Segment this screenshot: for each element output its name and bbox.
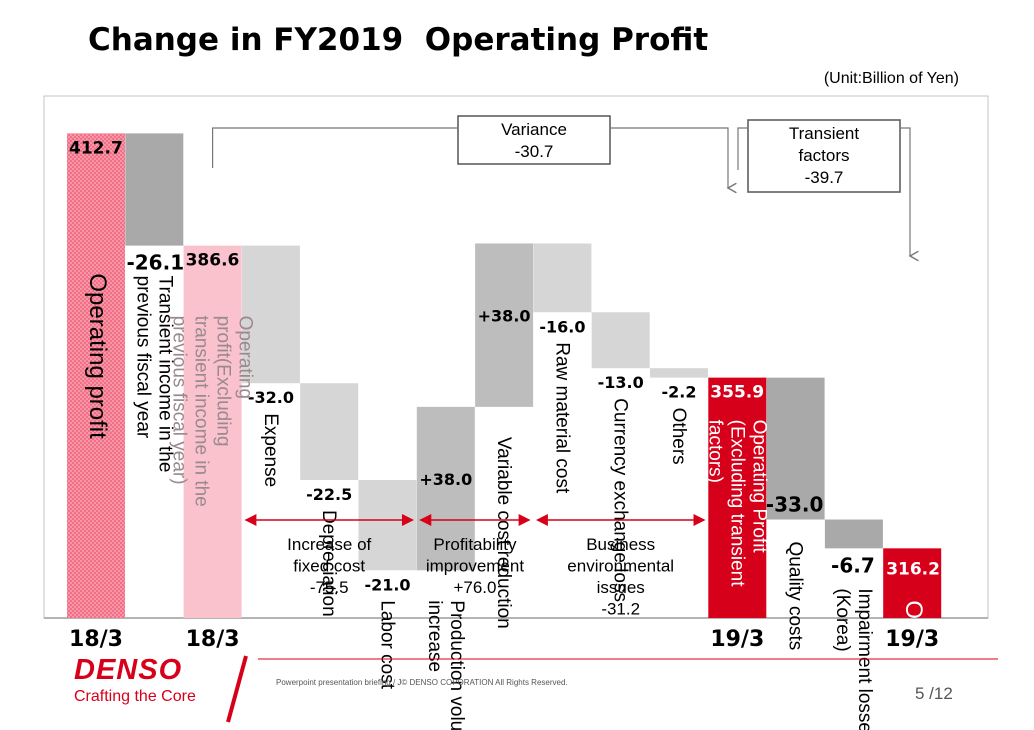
callout-text: Transient [789, 124, 860, 143]
category-label: Expense [260, 413, 281, 487]
label-line: Operating [235, 316, 256, 399]
value-label: -21.0 [364, 575, 410, 594]
label-line: previous fiscal year [132, 276, 153, 439]
logo-tagline: Crafting the Core [74, 688, 196, 705]
callout-bracket [212, 127, 728, 188]
label-line: Raw material cost [551, 342, 572, 494]
label-line: Labor cost [377, 600, 398, 689]
label-line: profit(Excluding [213, 316, 234, 447]
period-label: 19/3 [710, 627, 764, 652]
label-line: (Excluding transient [726, 420, 747, 588]
footer-note: Powerpoint presentation briefing / J© DE… [276, 678, 568, 687]
category-label: Operating profit [84, 273, 111, 439]
bar [591, 312, 650, 369]
label-line: Operating profit [84, 273, 111, 439]
denso-logo: DENSO [74, 654, 183, 686]
group-label: fixed cost [293, 557, 365, 576]
label-line: Operating Profit [748, 420, 769, 554]
label-line: Others [668, 408, 689, 465]
callout-text: -39.7 [805, 168, 844, 187]
value-label: +38.0 [478, 306, 531, 325]
group-label: environmental [567, 557, 674, 576]
label-line: Transient income in the [154, 276, 175, 473]
period-label: 19/3 [885, 627, 939, 652]
value-label: 386.6 [186, 251, 240, 271]
value-label: +38.0 [419, 470, 472, 489]
bar [241, 245, 300, 384]
group-label: +76.0 [453, 578, 496, 597]
bar [708, 377, 767, 618]
group-label: Increase of [287, 535, 371, 554]
bar [125, 133, 184, 246]
category-label: Currency exchange loss [610, 398, 631, 602]
bar [475, 243, 534, 407]
category-label: Quality costs [785, 542, 806, 651]
bar [766, 377, 825, 520]
value-label: -26.1 [126, 251, 184, 275]
bar [533, 243, 592, 313]
period-label: 18/3 [69, 627, 123, 652]
category-label: Operating Profit(Excluding transientfact… [704, 420, 769, 588]
label-line: Quality costs [785, 542, 806, 651]
category-label: Transient income in theprevious fiscal y… [132, 276, 175, 473]
callout-bracket [737, 127, 910, 256]
callout-box [747, 119, 901, 193]
label-line: Variable cost reduction [493, 437, 514, 629]
group-label: -31.2 [601, 600, 640, 619]
group-label: Profitability [433, 535, 517, 554]
bar [67, 133, 125, 618]
bar [883, 548, 942, 618]
category-label: Operatingprofit(Excludingtransient incom… [169, 316, 256, 507]
label-line: (Korea) [832, 588, 853, 651]
group-label: -75.5 [310, 578, 349, 597]
bar [416, 406, 475, 571]
value-label: -22.5 [306, 485, 352, 504]
category-label: Variable cost reduction [493, 437, 514, 629]
value-label: -2.2 [662, 383, 697, 402]
group-label: Business [586, 535, 655, 554]
value-label: -6.7 [831, 553, 875, 577]
value-label: -16.0 [539, 317, 585, 336]
logo-slash [226, 655, 248, 723]
label-line: increase [424, 600, 445, 672]
bar [358, 479, 417, 571]
callout-box [457, 115, 611, 165]
label-line: Currency exchange loss [610, 398, 631, 602]
label-line: transient income in the [191, 316, 212, 507]
value-label: -13.0 [598, 373, 644, 392]
bar [300, 383, 359, 480]
category-label: Operating profit [900, 600, 927, 730]
value-label: 316.2 [886, 559, 940, 579]
callout-text: Variance [501, 120, 567, 139]
bar [650, 368, 708, 378]
label-line: Operating profit [900, 600, 927, 730]
period-label: 18/3 [186, 627, 240, 652]
value-label: 355.9 [710, 383, 764, 403]
category-label: Labor cost [377, 600, 398, 689]
label-line: Expense [260, 413, 281, 487]
category-label: Depreciation [318, 510, 339, 617]
label-line: previous fiscal year) [169, 316, 190, 485]
value-label: 412.7 [69, 138, 123, 158]
category-label: Raw material cost [551, 342, 572, 494]
bar [183, 245, 242, 618]
group-label: improvement [426, 557, 525, 576]
value-label: -33.0 [766, 493, 824, 517]
value-label: -32.0 [248, 388, 294, 407]
category-label: Production volumeincrease [424, 600, 467, 730]
page-number: 5 /12 [915, 684, 953, 703]
label-line: factors) [704, 420, 725, 483]
bar [824, 519, 883, 549]
label-line: Production volume [446, 600, 467, 730]
label-line: Depreciation [318, 510, 339, 617]
callout-text: -30.7 [515, 142, 554, 161]
group-label: issues [597, 578, 645, 597]
unit-label: (Unit:Billion of Yen) [823, 70, 959, 87]
page-title: Change in FY2019 Operating Profit [88, 22, 709, 58]
category-label: Others [668, 408, 689, 465]
callout-text: factors [798, 146, 849, 165]
